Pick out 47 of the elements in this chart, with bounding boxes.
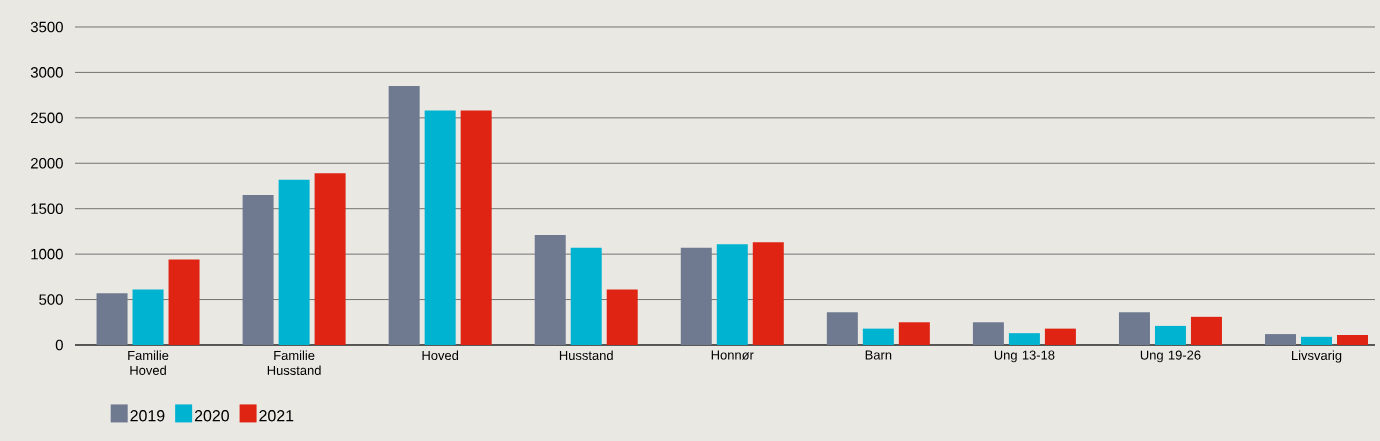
x-tick-label: Ung 19-26	[1140, 350, 1201, 363]
x-tick-label: Familie Husstand	[267, 350, 321, 375]
bar	[314, 173, 346, 345]
x-tick-label: Livsvarig	[1292, 350, 1342, 363]
y-tick-label: 500	[39, 294, 63, 305]
bar	[570, 247, 602, 345]
y-tick-label: 2000	[31, 157, 63, 169]
bar	[606, 289, 638, 345]
y-tick-label: 0	[55, 339, 63, 351]
x-tick-label: Honnør	[711, 350, 754, 360]
bar	[424, 110, 456, 345]
x-tick-label: Husstand	[559, 350, 613, 361]
bar	[862, 328, 894, 345]
bar	[242, 195, 274, 345]
bar	[716, 244, 748, 345]
x-tick-label: Barn	[865, 350, 892, 360]
legend-label: 2020	[194, 410, 229, 422]
bar	[898, 322, 930, 345]
y-tick-label: 1000	[31, 248, 63, 260]
bar	[132, 289, 164, 345]
bar	[1008, 333, 1040, 345]
y-tick-label: 2500	[31, 112, 63, 124]
x-tick-label: Ung 13-18	[994, 350, 1055, 363]
x-tick-label: Familie Hoved	[128, 350, 169, 375]
bar	[168, 259, 200, 345]
legend-label: 2021	[259, 410, 294, 422]
bar	[1154, 325, 1186, 345]
x-tick-label: Hoved	[422, 350, 459, 361]
y-tick-label: 3000	[30, 67, 63, 78]
legend-label: 2019	[130, 410, 165, 422]
bar	[1190, 316, 1222, 345]
y-tick-label: 1500	[31, 203, 63, 214]
bar	[972, 322, 1004, 345]
bar	[1301, 336, 1333, 345]
bar	[680, 247, 712, 345]
bar	[1265, 334, 1297, 345]
bar	[460, 110, 492, 345]
bar	[826, 312, 858, 345]
bar	[1337, 334, 1369, 345]
bar	[534, 235, 566, 345]
bar	[752, 242, 784, 345]
bar	[388, 86, 420, 345]
bar	[1118, 312, 1150, 345]
bar	[1044, 328, 1076, 345]
y-tick-label: 3500	[30, 21, 63, 33]
bar	[96, 293, 128, 345]
bar	[278, 179, 310, 345]
